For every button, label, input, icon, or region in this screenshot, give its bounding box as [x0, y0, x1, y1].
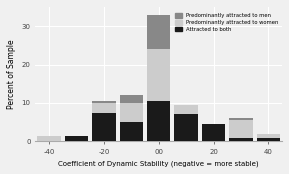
Bar [175, 105, 198, 114]
Bar [257, 134, 280, 137]
Bar [37, 136, 61, 141]
Bar [229, 137, 253, 141]
Bar [92, 103, 116, 113]
Legend: Predominantly attracted to men, Predominantly attracted to women, Attracted to b: Predominantly attracted to men, Predomin… [174, 12, 279, 33]
X-axis label: Coefficient of Dynamic Stability (negative = more stable): Coefficient of Dynamic Stability (negati… [58, 161, 259, 167]
Bar [92, 101, 116, 103]
Bar [175, 114, 198, 141]
Y-axis label: Percent of Sample: Percent of Sample [7, 39, 16, 109]
Bar [92, 113, 116, 141]
Bar [202, 124, 225, 141]
Bar [229, 120, 253, 137]
Bar [120, 103, 143, 122]
Bar [147, 49, 170, 101]
Bar [120, 122, 143, 141]
Bar [65, 136, 88, 141]
Bar [147, 101, 170, 141]
Bar [257, 137, 280, 141]
Bar [147, 15, 170, 49]
Bar [229, 118, 253, 120]
Bar [120, 95, 143, 103]
